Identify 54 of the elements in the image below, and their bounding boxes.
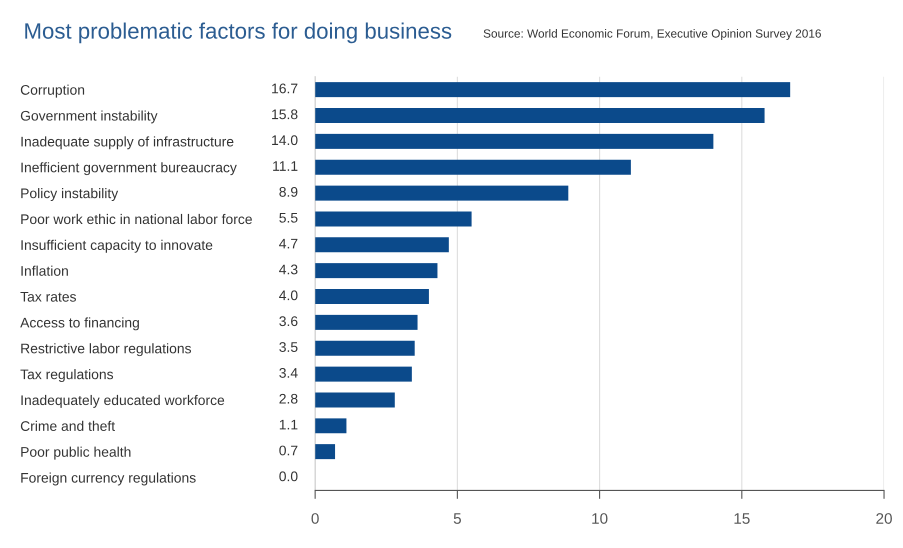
x-tick-label: 15 [734, 513, 750, 524]
y-tick-label: Inflation [21, 266, 68, 276]
data-label: 14.0 [272, 135, 298, 146]
bar [315, 289, 429, 304]
y-tick-label: Crime and theft [20, 420, 115, 431]
data-label: 16.7 [272, 84, 298, 94]
bar [315, 392, 395, 408]
data-label: 8.9 [279, 186, 298, 197]
data-label: 4.7 [279, 238, 298, 248]
data-label: 0.0 [279, 471, 298, 482]
x-tick-label: 20 [876, 513, 892, 524]
y-tick-label: Inefficient government bureaucracy [21, 162, 237, 176]
y-tick-label: Tax rates [20, 292, 76, 302]
y-tick-label: Inadequate supply of infrastructure [21, 136, 234, 150]
x-tick-label: 0 [311, 513, 319, 524]
bar [315, 366, 412, 382]
data-label: 3.5 [279, 342, 298, 352]
bar [315, 211, 472, 226]
bar [315, 444, 336, 460]
data-label: 2.8 [279, 394, 298, 404]
data-label: 4.3 [279, 264, 298, 274]
bar [315, 186, 568, 201]
y-tick-label: Corruption [20, 84, 84, 98]
data-label: 3.4 [279, 368, 298, 378]
data-label: 5.5 [279, 212, 298, 223]
x-tick-label: 5 [454, 513, 461, 524]
bar [315, 340, 415, 356]
data-label: 4.0 [279, 290, 298, 300]
y-tick-label: Insufficient capacity to innovate [21, 240, 212, 253]
y-tick-label: Policy instability [21, 188, 118, 201]
x-tick-label: 10 [592, 513, 608, 524]
y-tick-label: Foreign currency regulations [21, 472, 196, 486]
y-tick-label: Poor public health [21, 446, 130, 460]
bar [315, 82, 790, 98]
data-label: 11.1 [273, 161, 298, 171]
bar [315, 134, 714, 149]
data-label: 0.7 [279, 446, 298, 456]
y-tick-label: Access to financing [20, 317, 139, 330]
bar [315, 263, 438, 278]
y-tick-label: Government instability [20, 110, 158, 124]
chart-title: Most problematic factors for doing business [25, 22, 452, 44]
bar [315, 237, 449, 252]
y-tick-label: Tax regulations [20, 369, 114, 382]
data-label: 3.6 [279, 316, 298, 326]
source-note: Source: World Economic Forum, Executive Opinion Survey 2016 [484, 29, 821, 40]
bar [315, 160, 631, 175]
y-tick-label: Poor work ethic in national labor force [21, 214, 252, 224]
data-label: 1.1 [280, 420, 298, 430]
bar [315, 418, 346, 434]
bar [315, 314, 418, 330]
y-tick-label: Inadequately educated workforce [21, 394, 224, 408]
y-tick-label: Restrictive labor regulations [21, 343, 192, 356]
bar [315, 108, 765, 124]
data-label: 15.8 [272, 109, 298, 120]
